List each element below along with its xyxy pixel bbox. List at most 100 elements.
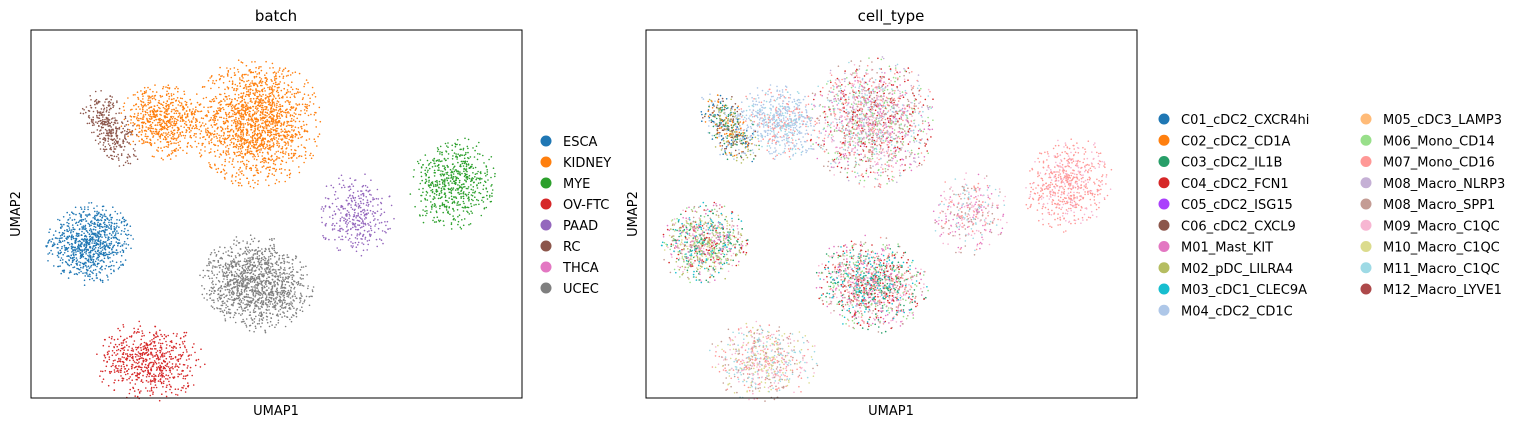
point-paad	[343, 186, 346, 189]
point-esca	[80, 214, 82, 217]
point-kidney	[251, 120, 253, 122]
point-kidney	[283, 87, 286, 90]
point-esca	[83, 240, 85, 242]
point-kidney	[158, 99, 160, 102]
point-ov-ftc	[166, 344, 168, 346]
point-ov-ftc	[190, 354, 192, 356]
point-kidney	[145, 91, 147, 94]
point-kidney	[197, 142, 200, 145]
point-mye	[460, 183, 463, 186]
point-kidney	[257, 139, 259, 141]
point-ov-ftc	[132, 343, 135, 346]
point-kidney	[241, 145, 244, 148]
point-kidney	[222, 98, 225, 100]
point-kidney	[165, 86, 167, 88]
point-kidney	[285, 75, 288, 77]
point-kidney	[279, 67, 281, 69]
point-esca	[87, 260, 90, 262]
point-kidney	[302, 97, 305, 99]
point-kidney	[279, 105, 282, 108]
point-kidney	[266, 129, 269, 132]
point-kidney	[274, 122, 276, 124]
point-esca	[96, 224, 99, 227]
point-ov-ftc	[187, 382, 189, 384]
point-kidney	[215, 135, 217, 138]
point-esca	[57, 218, 59, 221]
point-kidney	[276, 117, 279, 120]
point-esca	[96, 253, 99, 255]
point-kidney	[277, 157, 279, 159]
point-kidney	[255, 158, 258, 161]
point-kidney	[292, 160, 294, 162]
point-mye	[472, 167, 475, 169]
point-ov-ftc	[141, 352, 144, 355]
point-paad	[340, 212, 342, 214]
point-mye	[444, 192, 446, 194]
point-kidney	[149, 139, 152, 141]
point-esca	[73, 246, 76, 249]
point-esca	[82, 218, 85, 221]
point-esca	[81, 238, 84, 240]
point-ov-ftc	[125, 341, 127, 343]
point-kidney	[167, 136, 169, 138]
point-esca	[63, 239, 66, 242]
point-mye	[464, 185, 466, 188]
point-paad	[353, 199, 356, 202]
point-kidney	[255, 97, 258, 100]
point-esca	[105, 244, 108, 247]
point-ov-ftc	[118, 365, 120, 367]
point-kidney	[273, 96, 275, 98]
point-kidney	[155, 118, 157, 121]
point-kidney	[274, 125, 277, 128]
point-kidney	[291, 133, 293, 136]
point-kidney	[245, 93, 248, 96]
point-esca	[71, 219, 74, 221]
point-kidney	[286, 147, 288, 149]
point-esca	[109, 213, 112, 216]
point-esca	[118, 226, 120, 228]
point-mye	[486, 173, 489, 176]
point-paad	[343, 219, 345, 222]
point-kidney	[263, 87, 266, 90]
point-paad	[346, 226, 348, 228]
point-kidney	[162, 86, 165, 88]
point-ov-ftc	[131, 367, 133, 370]
point-kidney	[149, 113, 152, 116]
point-ov-ftc	[179, 353, 181, 356]
point-esca	[112, 236, 114, 238]
point-mye	[473, 156, 476, 158]
point-kidney	[300, 136, 302, 139]
point-kidney	[301, 98, 304, 101]
point-esca	[67, 277, 70, 279]
point-mye	[460, 197, 463, 199]
point-paad	[332, 222, 334, 225]
point-kidney	[227, 134, 229, 137]
point-kidney	[219, 141, 222, 143]
point-kidney	[247, 145, 250, 148]
point-rc	[92, 110, 95, 113]
point-kidney	[305, 106, 308, 109]
point-kidney	[138, 119, 140, 122]
point-kidney	[139, 131, 141, 133]
point-esca	[81, 262, 84, 265]
point-paad	[361, 242, 363, 244]
point-esca	[81, 218, 83, 221]
point-ov-ftc	[135, 346, 137, 349]
point-kidney	[288, 169, 291, 171]
point-kidney	[260, 149, 262, 151]
point-esca	[123, 230, 125, 233]
point-esca	[82, 272, 84, 275]
point-kidney	[183, 122, 186, 125]
point-kidney	[262, 147, 265, 149]
point-mye	[426, 210, 428, 212]
point-kidney	[242, 126, 244, 129]
point-ov-ftc	[112, 362, 114, 365]
point-ov-ftc	[120, 375, 122, 377]
point-ov-ftc	[126, 364, 128, 367]
point-kidney	[277, 150, 280, 153]
point-esca	[112, 246, 114, 249]
point-mye	[424, 169, 427, 172]
point-ov-ftc	[122, 351, 125, 354]
point-mye	[478, 191, 481, 194]
point-esca	[59, 226, 62, 229]
